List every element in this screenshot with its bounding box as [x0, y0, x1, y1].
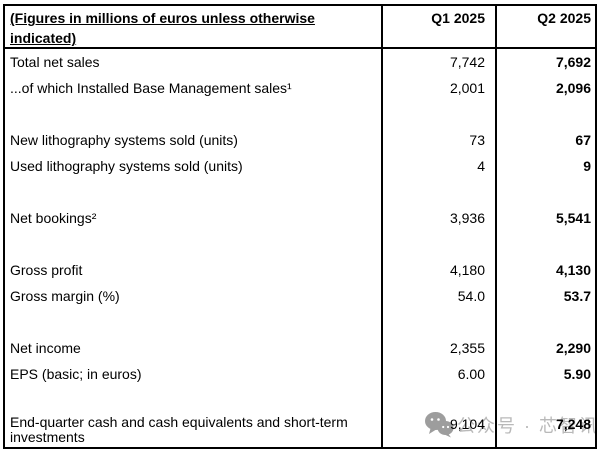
- table-header-row: (Figures in millions of euros unless oth…: [5, 6, 595, 49]
- table-row-blank: [5, 179, 595, 205]
- q2-value: [497, 309, 595, 335]
- q1-value: 2,355: [383, 335, 497, 361]
- q1-value: [383, 101, 497, 127]
- row-label: Net income: [5, 335, 383, 361]
- q1-value: [383, 179, 497, 205]
- table-row-used-lithography-systems: Used lithography systems sold (units) 4 …: [5, 153, 595, 179]
- q2-value: 5,541: [555, 210, 591, 226]
- table-row-blank: [5, 309, 595, 335]
- q1-value: [383, 231, 497, 257]
- row-label: EPS (basic; in euros): [5, 361, 383, 387]
- q2-value: 5.90: [563, 366, 591, 382]
- row-label: Net bookings²: [5, 205, 383, 231]
- q2-value: 2,096: [555, 80, 591, 96]
- q1-value: 54.0: [383, 283, 497, 309]
- table-row-end-quarter-cash: End-quarter cash and cash equivalents an…: [5, 413, 595, 447]
- row-label: Gross margin (%): [5, 283, 383, 309]
- q2-value: 2,290: [555, 340, 591, 356]
- q2-value: [497, 101, 595, 127]
- table-row-eps: EPS (basic; in euros) 6.00 5.90: [5, 361, 595, 387]
- q2-value: [497, 179, 595, 205]
- table-row-total-net-sales: Total net sales 7,742 7,692: [5, 49, 595, 75]
- table-row-gross-margin: Gross margin (%) 54.0 53.7: [5, 283, 595, 309]
- table-row-blank: [5, 231, 595, 257]
- table-row-net-income: Net income 2,355 2,290: [5, 335, 595, 361]
- q2-value: 9: [583, 158, 591, 174]
- q1-value: 9,104: [383, 413, 497, 447]
- financial-results-table: (Figures in millions of euros unless oth…: [3, 4, 597, 449]
- q2-value: 53.7: [563, 288, 591, 304]
- row-label: [5, 231, 383, 257]
- q1-value: [383, 387, 497, 413]
- q2-value: 7,248: [555, 416, 591, 432]
- row-label: [5, 101, 383, 127]
- q1-value: [383, 309, 497, 335]
- q1-value: 6.00: [383, 361, 497, 387]
- q2-value: 67: [575, 132, 591, 148]
- row-label: Used lithography systems sold (units): [5, 153, 383, 179]
- table-row-blank: [5, 101, 595, 127]
- column-header-q2-2025: Q2 2025: [537, 10, 591, 26]
- row-label: [5, 309, 383, 335]
- q1-value: 73: [383, 127, 497, 153]
- q2-value: [497, 387, 595, 413]
- row-label: Total net sales: [5, 49, 383, 75]
- q1-value: 7,742: [383, 49, 497, 75]
- table-row-blank: [5, 387, 595, 413]
- table-row-new-lithography-systems: New lithography systems sold (units) 73 …: [5, 127, 595, 153]
- column-header-q1-2025: Q1 2025: [383, 6, 497, 47]
- q2-value: 7,692: [555, 54, 591, 70]
- row-label: [5, 387, 383, 413]
- q1-value: 4,180: [383, 257, 497, 283]
- table-caption: (Figures in millions of euros unless oth…: [5, 6, 383, 47]
- table-row-gross-profit: Gross profit 4,180 4,130: [5, 257, 595, 283]
- row-label: Gross profit: [5, 257, 383, 283]
- q1-value: 2,001: [383, 75, 497, 101]
- table-row-installed-base-management: ...of which Installed Base Management sa…: [5, 75, 595, 101]
- row-label: ...of which Installed Base Management sa…: [5, 75, 383, 101]
- q2-value: 4,130: [555, 262, 591, 278]
- q2-value: [497, 231, 595, 257]
- table-row-net-bookings: Net bookings² 3,936 5,541: [5, 205, 595, 231]
- row-label: New lithography systems sold (units): [5, 127, 383, 153]
- row-label: [5, 179, 383, 205]
- row-label: End-quarter cash and cash equivalents an…: [5, 413, 383, 447]
- q1-value: 4: [383, 153, 497, 179]
- q1-value: 3,936: [383, 205, 497, 231]
